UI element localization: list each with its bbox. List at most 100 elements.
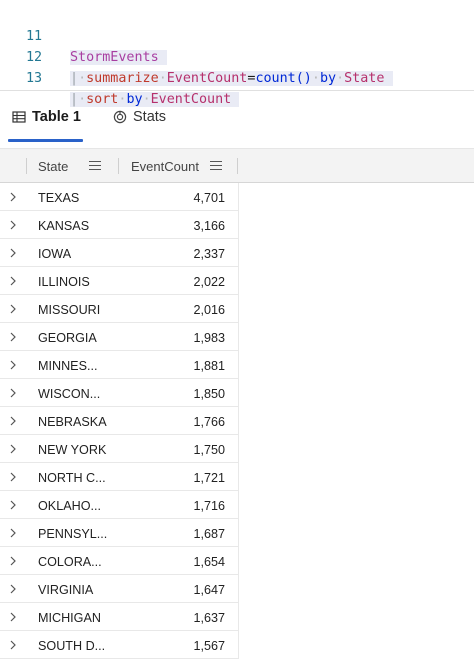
chevron-right-icon[interactable] [8,358,18,370]
event-count-cell: 1,850 [193,387,225,401]
chevron-right-icon[interactable] [8,274,18,286]
column-separator [238,631,239,659]
tab-stats[interactable]: Stats [113,106,166,128]
row-background [0,547,238,575]
active-tab-indicator [8,139,83,142]
table-row[interactable]: SOUTH D... 1,567 [0,631,474,659]
column-separator [238,211,239,239]
state-cell: PENNSYL... [38,527,108,541]
row-background [0,407,238,435]
state-cell: COLORA... [38,555,102,569]
state-cell: ILLINOIS [38,275,90,289]
table-row[interactable]: TEXAS 4,701 [0,183,474,211]
chevron-right-icon[interactable] [8,190,18,202]
chevron-right-icon[interactable] [8,302,18,314]
chevron-right-icon[interactable] [8,330,18,342]
chevron-right-icon[interactable] [8,470,18,482]
column-menu-icon[interactable] [89,160,101,171]
state-cell: NORTH C... [38,471,106,485]
code-line[interactable]: 13 |·sort·by·EventCount [0,47,474,107]
table-row[interactable]: KANSAS 3,166 [0,211,474,239]
row-background [0,435,238,463]
editor-divider [0,90,474,91]
results-grid: State EventCount TEXAS 4,701 KANSAS 3,166 IO… [0,148,474,671]
operator-token: sort [86,92,119,107]
row-background [0,603,238,631]
table-row[interactable]: NORTH C... 1,721 [0,463,474,491]
pipe-token: | [70,92,79,107]
table-row[interactable]: NEW YORK 1,750 [0,435,474,463]
event-count-cell: 1,654 [193,555,225,569]
column-separator [238,575,239,603]
table-row[interactable]: PENNSYL... 1,687 [0,519,474,547]
event-count-cell: 1,687 [193,527,225,541]
chevron-right-icon[interactable] [8,526,18,538]
table-row[interactable]: OKLAHO... 1,716 [0,491,474,519]
row-background [0,463,238,491]
row-background [0,295,238,323]
line-number: 13 [26,71,43,86]
stats-icon [113,110,127,124]
row-background [0,519,238,547]
row-background [0,183,238,211]
query-editor[interactable]: 11 StormEvents 12 |·summarize·EventCount… [0,0,474,107]
table-row[interactable]: MINNES... 1,881 [0,351,474,379]
column-separator [118,158,119,174]
event-count-cell: 2,022 [193,275,225,289]
column-separator [26,158,27,174]
chevron-right-icon[interactable] [8,414,18,426]
table-row[interactable]: MISSOURI 2,016 [0,295,474,323]
line-number: 12 [26,50,43,65]
table-row[interactable]: GEORGIA 1,983 [0,323,474,351]
table-icon [12,110,26,124]
table-row[interactable]: WISCON... 1,850 [0,379,474,407]
tab-table-1[interactable]: Table 1 [12,106,81,128]
line-number: 11 [26,29,43,44]
column-token: EventCount [150,92,232,107]
table-row[interactable]: NEBRASKA 1,766 [0,407,474,435]
state-cell: MISSOURI [38,303,101,317]
row-background [0,351,238,379]
event-count-cell: 2,337 [193,247,225,261]
group-column-token: State [344,71,385,86]
code-line[interactable]: 11 StormEvents [0,5,474,65]
column-separator [238,463,239,491]
column-header-eventcount[interactable]: EventCount [131,149,199,183]
column-separator [238,435,239,463]
chevron-right-icon[interactable] [8,554,18,566]
state-cell: MICHIGAN [38,611,101,625]
chevron-right-icon[interactable] [8,386,18,398]
table-row[interactable]: IOWA 2,337 [0,239,474,267]
row-background [0,491,238,519]
table-row[interactable]: COLORA... 1,654 [0,547,474,575]
chevron-right-icon[interactable] [8,442,18,454]
chevron-right-icon[interactable] [8,610,18,622]
chevron-right-icon[interactable] [8,246,18,258]
table-name-token: StormEvents [70,50,159,65]
column-separator [238,519,239,547]
pipe-token: | [70,71,79,86]
table-row[interactable]: VIRGINIA 1,647 [0,575,474,603]
chevron-right-icon[interactable] [8,218,18,230]
column-header-state[interactable]: State [38,149,68,183]
column-separator [237,158,238,174]
column-separator [238,323,239,351]
state-cell: NEBRASKA [38,415,107,429]
grid-header: State EventCount [0,148,474,183]
column-menu-icon[interactable] [210,160,222,171]
column-separator [238,239,239,267]
row-background [0,323,238,351]
row-background [0,267,238,295]
chevron-right-icon[interactable] [8,638,18,650]
column-separator [238,379,239,407]
table-row[interactable]: MICHIGAN 1,637 [0,603,474,631]
code-line[interactable]: 12 |·summarize·EventCount=count()·by·Sta… [0,26,474,86]
state-cell: MINNES... [38,359,98,373]
state-cell: GEORGIA [38,331,97,345]
chevron-right-icon[interactable] [8,582,18,594]
state-cell: IOWA [38,247,72,261]
event-count-cell: 2,016 [193,303,225,317]
table-row[interactable]: ILLINOIS 2,022 [0,267,474,295]
column-separator [238,603,239,631]
chevron-right-icon[interactable] [8,498,18,510]
